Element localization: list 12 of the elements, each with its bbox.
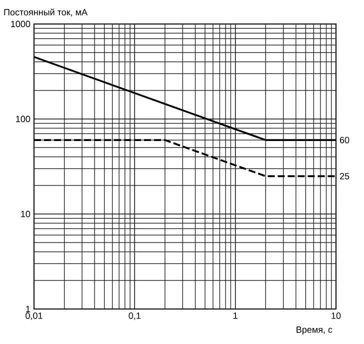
y-axis-title: Постоянный ток, мА: [4, 8, 88, 16]
series-label: 25: [340, 172, 350, 180]
x-tick-label: 10: [332, 312, 341, 319]
x-axis-title: Время, с: [296, 326, 332, 335]
y-tick-label: 10: [21, 210, 30, 218]
x-tick-label: 0,01: [26, 312, 42, 320]
x-tick-label: 0,1: [128, 312, 140, 320]
y-tick-label: 100: [16, 116, 30, 122]
y-tick-label: 1: [26, 306, 30, 312]
series-label: 60: [340, 136, 350, 144]
x-tick-label: 1: [234, 312, 238, 319]
y-tick-label: 1000: [11, 20, 30, 28]
